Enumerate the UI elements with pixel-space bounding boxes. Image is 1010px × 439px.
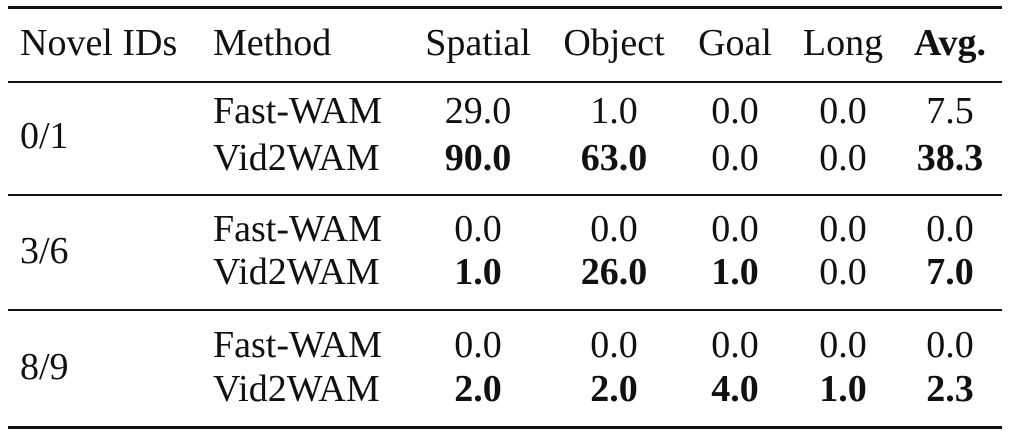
score: 1.0: [819, 368, 867, 410]
group-rule: [8, 309, 1002, 311]
header-cell: Object: [563, 22, 665, 64]
header-cell: Avg.: [913, 22, 987, 64]
novel-ids: 3/6: [20, 230, 69, 272]
score: 29.0: [444, 90, 512, 132]
score: 0.0: [711, 90, 759, 132]
method: Fast-WAM: [213, 208, 382, 250]
score: 2.0: [454, 368, 502, 410]
score: 0.0: [590, 208, 638, 250]
score: 2.3: [926, 368, 974, 410]
score: 0.0: [819, 137, 867, 179]
top-rule: [8, 6, 1002, 9]
group-rule: [8, 194, 1002, 196]
score: 0.0: [454, 208, 502, 250]
score: 0.0: [819, 208, 867, 250]
score: 0.0: [926, 324, 974, 366]
score: 7.5: [926, 90, 974, 132]
method: Vid2WAM: [213, 251, 380, 293]
bottom-rule: [8, 426, 1002, 429]
score: 63.0: [580, 137, 648, 179]
score: 0.0: [590, 324, 638, 366]
header-cell: Goal: [698, 22, 772, 64]
header-rule: [8, 81, 1002, 83]
method: Fast-WAM: [213, 324, 382, 366]
score: 26.0: [580, 251, 648, 293]
header-cell: Method: [213, 22, 332, 64]
score: 1.0: [454, 251, 502, 293]
score: 0.0: [819, 324, 867, 366]
score: 4.0: [711, 368, 759, 410]
header-cell: Spatial: [425, 22, 531, 64]
score: 2.0: [590, 368, 638, 410]
novel-ids: 0/1: [20, 115, 69, 157]
score: 0.0: [926, 208, 974, 250]
novel-ids: 8/9: [20, 346, 69, 388]
score: 0.0: [711, 208, 759, 250]
header-cell: Long: [802, 22, 884, 64]
score: 1.0: [711, 251, 759, 293]
score: 38.3: [916, 137, 984, 179]
score: 7.0: [926, 251, 974, 293]
method: Vid2WAM: [213, 368, 380, 410]
score: 0.0: [711, 137, 759, 179]
score: 0.0: [819, 251, 867, 293]
method: Fast-WAM: [213, 90, 382, 132]
score: 0.0: [711, 324, 759, 366]
method: Vid2WAM: [213, 137, 380, 179]
score: 0.0: [454, 324, 502, 366]
score: 0.0: [819, 90, 867, 132]
header-cell: Novel IDs: [20, 22, 178, 64]
score: 1.0: [590, 90, 638, 132]
score: 90.0: [444, 137, 512, 179]
